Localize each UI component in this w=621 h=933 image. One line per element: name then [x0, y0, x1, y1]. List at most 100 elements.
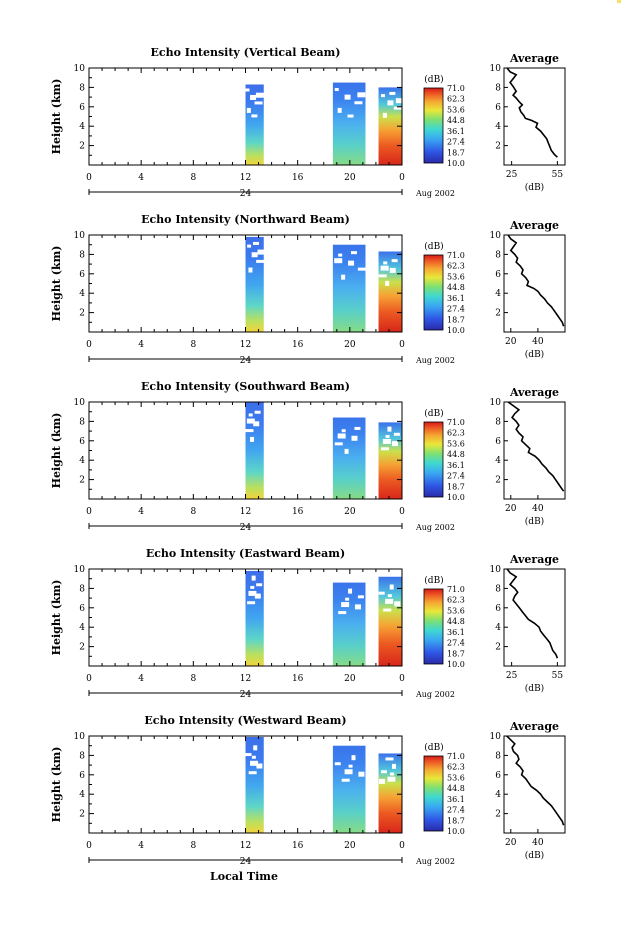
x-tick-label: 16: [292, 173, 304, 183]
echo-gap: [391, 441, 398, 447]
average-y-tick-label: 10: [490, 398, 502, 408]
echo-gap: [341, 602, 350, 608]
y-tick-label: 4: [79, 623, 85, 633]
colorbar-label: 53.6: [447, 439, 465, 448]
date-label: Aug 2002: [415, 523, 455, 532]
echo-gap: [380, 770, 387, 774]
y-tick-label: 2: [79, 142, 85, 152]
echo-gap: [334, 762, 341, 766]
colorbar-unit: (dB): [424, 74, 443, 85]
echo-gap: [387, 426, 392, 432]
x-tick-label: 12: [240, 507, 251, 517]
colorbar-label: 62.3: [447, 429, 465, 438]
echo-gap: [257, 249, 266, 255]
colorbar-label: 44.8: [447, 617, 465, 626]
x-tick-label: 4: [138, 674, 144, 684]
echo-gap: [380, 447, 389, 451]
average-profile-line: [506, 735, 565, 826]
date-label: Aug 2002: [415, 189, 455, 198]
echo-gap: [351, 755, 356, 761]
echo-gap: [250, 760, 259, 766]
echo-gap: [354, 426, 361, 430]
x-tick-label: 12: [240, 173, 251, 183]
echo-gap: [251, 114, 258, 118]
echo-gap: [338, 611, 347, 615]
day-label: 24: [240, 356, 252, 366]
echo-gap: [389, 267, 396, 273]
echo-gap: [246, 418, 255, 424]
colorbar: [423, 421, 444, 498]
echo-gap: [348, 588, 353, 594]
y-tick-label: 10: [74, 64, 86, 74]
average-y-tick-label: 2: [495, 810, 501, 820]
echo-gap: [380, 265, 389, 271]
echo-gap: [334, 87, 339, 91]
colorbar-label: 27.4: [447, 639, 465, 648]
date-label: Aug 2002: [415, 857, 455, 866]
x-tick-label: 0: [86, 841, 92, 851]
echo-gap: [350, 251, 357, 255]
echo-gap: [337, 433, 346, 439]
colorbar: [423, 755, 444, 832]
average-x-tick-label: 55: [552, 170, 564, 180]
x-tick-label: 0: [86, 507, 92, 517]
x-tick-label: 20: [344, 674, 356, 684]
x-tick-label: 8: [190, 173, 196, 183]
average-x-tick-label: 20: [505, 504, 517, 514]
colorbar-label: 36.1: [447, 795, 465, 804]
average-y-tick-label: 6: [495, 270, 501, 280]
colorbar-label: 36.1: [447, 294, 465, 303]
echo-gap: [385, 757, 394, 761]
panel-title: Echo Intensity (Northward Beam): [141, 213, 350, 226]
x-tick-label: 20: [344, 173, 356, 183]
echo-gap: [254, 593, 261, 599]
colorbar-label: 71.0: [447, 418, 465, 427]
x-tick-label: 16: [292, 340, 304, 350]
x-tick-label: 12: [240, 841, 251, 851]
average-x-label: (dB): [525, 850, 544, 861]
average-y-tick-label: 2: [495, 309, 501, 319]
y-tick-label: 10: [74, 565, 86, 575]
echo-segment: [332, 244, 366, 332]
echo-segment: [332, 417, 366, 499]
echo-gap: [354, 101, 363, 105]
date-label: Aug 2002: [415, 356, 455, 365]
average-x-tick-label: 55: [552, 671, 564, 681]
y-tick-label: 2: [79, 643, 85, 653]
echo-segment: [378, 753, 402, 833]
average-y-tick-label: 6: [495, 604, 501, 614]
day-label: 24: [240, 523, 252, 533]
y-tick-label: 4: [79, 790, 85, 800]
colorbar-label: 36.1: [447, 461, 465, 470]
x-tick-label: 8: [190, 841, 196, 851]
colorbar-label: 18.7: [447, 816, 465, 825]
average-frame: [503, 735, 566, 834]
average-y-tick-label: 10: [490, 64, 502, 74]
colorbar-label: 71.0: [447, 752, 465, 761]
echo-gap: [253, 745, 258, 751]
echo-gap: [254, 101, 263, 105]
average-x-tick-label: 25: [506, 170, 518, 180]
echo-gap: [341, 274, 346, 280]
echo-gap: [252, 241, 259, 245]
colorbar-label: 27.4: [447, 138, 465, 147]
average-y-tick-label: 8: [495, 584, 501, 594]
colorbar-label: 62.3: [447, 95, 465, 104]
colorbar-label: 18.7: [447, 649, 465, 658]
echo-gap: [357, 267, 366, 271]
average-y-tick-label: 10: [490, 565, 502, 575]
x-tick-label: 12: [240, 674, 251, 684]
average-y-tick-label: 8: [495, 751, 501, 761]
average-y-tick-label: 8: [495, 83, 501, 93]
average-y-tick-label: 2: [495, 142, 501, 152]
y-tick-label: 8: [79, 250, 85, 260]
echo-gap: [255, 92, 264, 98]
echo-segment: [332, 745, 366, 833]
panel-title: Echo Intensity (Vertical Beam): [150, 46, 340, 59]
colorbar-label: 53.6: [447, 606, 465, 615]
x-tick-label: 4: [138, 173, 144, 183]
echo-gap: [358, 771, 365, 777]
echo-gap: [245, 429, 254, 433]
y-axis-label: Height (km): [50, 580, 63, 656]
